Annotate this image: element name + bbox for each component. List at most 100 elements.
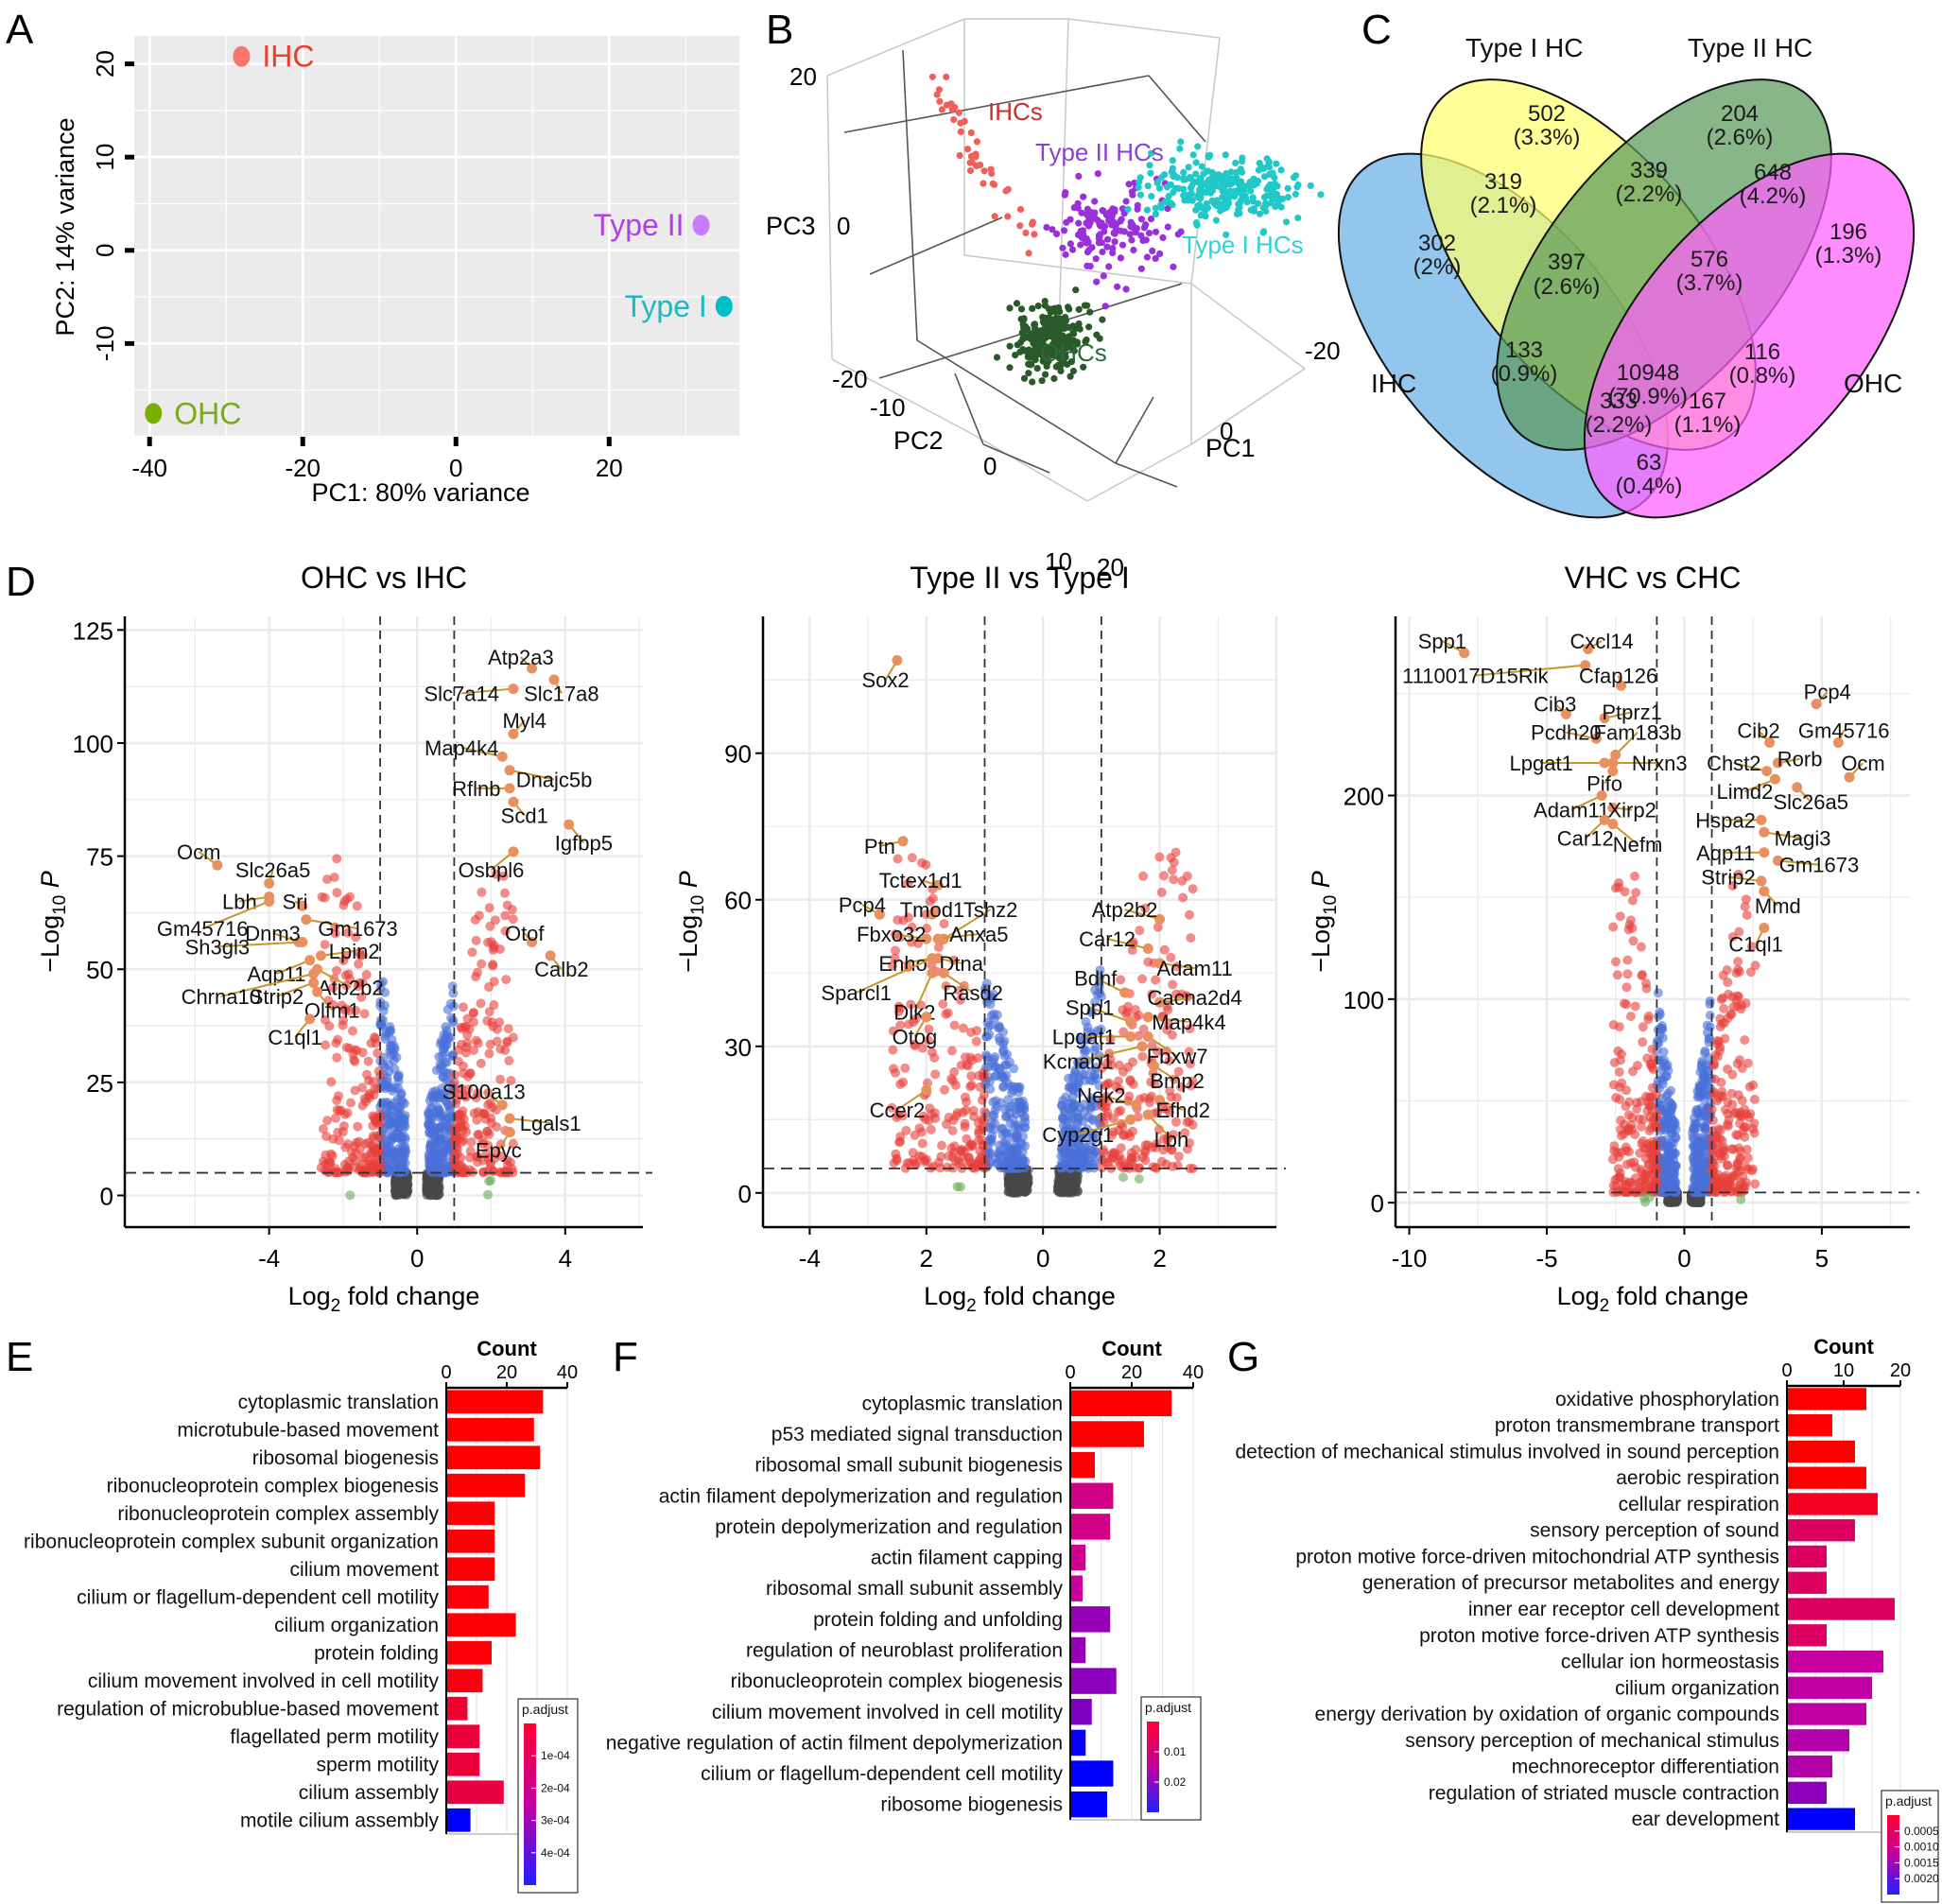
go-term-label: protein depolymerization and regulation bbox=[715, 1516, 1063, 1538]
gene-point bbox=[494, 944, 505, 954]
cell-point bbox=[957, 119, 964, 127]
gene-point bbox=[384, 1168, 394, 1178]
gene-label: Lpgat1 bbox=[1052, 1025, 1116, 1048]
gene-point bbox=[1009, 1187, 1019, 1198]
cell-point bbox=[1043, 223, 1050, 232]
labelled-gene-point bbox=[297, 937, 308, 948]
cell-point bbox=[1101, 303, 1109, 310]
gene-point bbox=[465, 1068, 476, 1079]
go-bar bbox=[1788, 1440, 1855, 1463]
gene-point bbox=[1619, 998, 1629, 1009]
labelled-gene-point bbox=[1125, 1030, 1136, 1042]
go-term-label: cellular respiration bbox=[1619, 1494, 1779, 1515]
labelled-gene-point bbox=[264, 877, 275, 889]
gene-point bbox=[971, 1036, 981, 1047]
go-bar bbox=[447, 1473, 526, 1497]
go-term-label: proton motive force-driven ATP synthesis bbox=[1419, 1625, 1779, 1647]
panel-letter-f: F bbox=[613, 1334, 638, 1380]
gene-point bbox=[1666, 1085, 1676, 1096]
gene-point bbox=[1691, 1122, 1702, 1133]
gene-point bbox=[1010, 1120, 1020, 1131]
gene-point bbox=[1642, 1106, 1653, 1116]
cell-point bbox=[943, 73, 950, 80]
gene-point bbox=[502, 1155, 512, 1166]
gene-point bbox=[317, 891, 327, 902]
gene-label: Atp2b2 bbox=[1092, 898, 1158, 922]
gene-point bbox=[466, 1137, 477, 1148]
gene-point bbox=[1644, 1126, 1655, 1135]
cell-point bbox=[1194, 143, 1202, 150]
cell-point bbox=[1136, 178, 1143, 186]
gene-point bbox=[1630, 1173, 1640, 1184]
gene-point bbox=[352, 901, 362, 911]
legend-tick-label: 4e-04 bbox=[541, 1846, 570, 1860]
cell-point bbox=[1064, 344, 1071, 352]
legend-tick-label: 0.01 bbox=[1164, 1745, 1187, 1758]
cell-point bbox=[1317, 191, 1325, 199]
gene-label: Aqp11 bbox=[1696, 841, 1755, 865]
cell-point bbox=[1222, 231, 1230, 238]
cell-point bbox=[1132, 229, 1139, 236]
cell-point bbox=[1142, 236, 1150, 244]
gene-point bbox=[997, 1124, 1008, 1134]
gene-label: Ccer2 bbox=[870, 1099, 926, 1122]
venn-region-percent: (1.3%) bbox=[1815, 243, 1882, 268]
cell-point bbox=[1284, 184, 1292, 192]
pca-point-label: IHC bbox=[262, 40, 314, 74]
gene-point bbox=[1736, 1004, 1746, 1014]
labelled-gene-point bbox=[304, 955, 316, 966]
cell-point bbox=[1253, 180, 1260, 187]
gene-point bbox=[463, 1084, 474, 1095]
cell-point bbox=[1080, 193, 1087, 200]
cell-point bbox=[1039, 329, 1047, 337]
gene-point bbox=[477, 887, 487, 897]
venn-region-count: 196 bbox=[1829, 219, 1867, 245]
x-tick-label: 20 bbox=[1121, 1362, 1142, 1383]
gene-point bbox=[484, 982, 494, 992]
cell-point bbox=[1117, 254, 1124, 262]
cell-point bbox=[1144, 182, 1152, 190]
gene-point bbox=[1009, 1173, 1018, 1184]
cluster-label-type1-hcs: Type I HCs bbox=[1182, 231, 1304, 259]
gene-point bbox=[1723, 1183, 1733, 1193]
gene-point bbox=[1630, 1130, 1640, 1140]
gene-point bbox=[1067, 1081, 1078, 1091]
y-tick-label: 100 bbox=[73, 730, 113, 758]
gene-label-connector bbox=[276, 959, 311, 975]
go-bar bbox=[1071, 1699, 1092, 1725]
cell-point bbox=[1086, 263, 1094, 270]
gene-point bbox=[478, 1167, 489, 1177]
gene-point bbox=[1709, 1060, 1719, 1070]
cell-point bbox=[1096, 335, 1103, 342]
go-bar bbox=[1788, 1624, 1827, 1647]
gene-label: Limd2 bbox=[1716, 780, 1773, 804]
cell-point bbox=[936, 97, 944, 105]
gene-point bbox=[1135, 926, 1145, 936]
labelled-gene-point bbox=[932, 933, 944, 944]
y-tick-label: 125 bbox=[73, 616, 113, 645]
box-edge bbox=[1190, 37, 1221, 285]
cell-point bbox=[1214, 173, 1222, 181]
gene-point bbox=[399, 1181, 409, 1191]
cell-point bbox=[1177, 228, 1185, 235]
gene-point bbox=[434, 1122, 443, 1133]
y-axis-title: PC2: 14% variance bbox=[51, 117, 79, 336]
go-bar bbox=[1788, 1493, 1878, 1515]
cell-point bbox=[1092, 255, 1100, 263]
gene-point bbox=[1156, 887, 1167, 897]
gene-point bbox=[342, 894, 352, 904]
cell-point bbox=[1239, 154, 1246, 162]
labelled-gene-point bbox=[508, 796, 519, 807]
cell-point bbox=[1211, 199, 1219, 207]
gene-point bbox=[493, 1024, 502, 1034]
box-edge bbox=[831, 358, 975, 436]
gene-point bbox=[458, 1061, 468, 1071]
cell-point bbox=[1045, 305, 1052, 313]
cell-point bbox=[938, 106, 946, 113]
pca-point-ohc bbox=[145, 403, 163, 424]
cell-point bbox=[1100, 272, 1107, 280]
